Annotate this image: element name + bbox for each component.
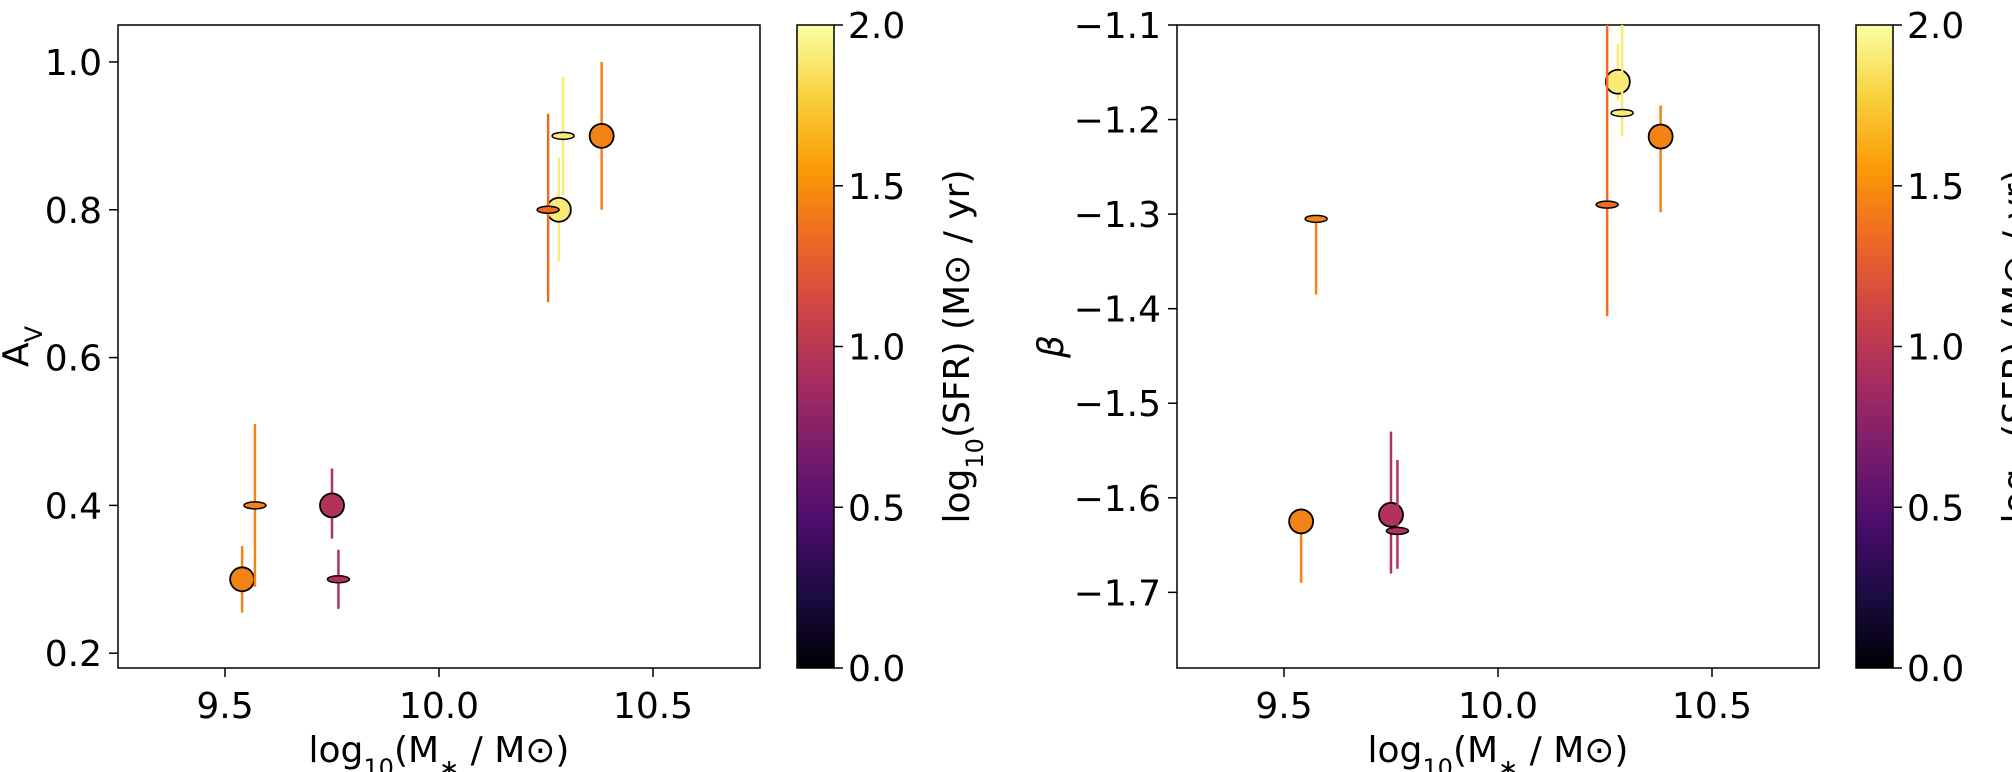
left-axes-frame [117, 24, 761, 669]
left-point-7 [551, 131, 575, 141]
left-ytick-label: 1.0 [45, 43, 102, 84]
left-colorbar: 0.0 0.5 1.0 1.5 2.0 log10(SFR) (M⊙ / yr) [796, 6, 989, 690]
right-colorbar-tick-label: 1.5 [1907, 167, 1964, 208]
right-ytick-label: −1.5 [1074, 384, 1161, 425]
left-point-3 [588, 122, 615, 149]
right-point-4 [1304, 214, 1328, 224]
left-colorbar-tick-label: 2.0 [848, 6, 905, 47]
left-xtick-label: 9.5 [196, 686, 253, 727]
left-colorbar-tick-label: 0.0 [848, 649, 905, 690]
left-ytick-label: 0.2 [45, 634, 102, 675]
right-ytick-label: −1.3 [1074, 195, 1161, 236]
left-xtick-label: 10.0 [399, 686, 479, 727]
left-point-6 [536, 205, 560, 215]
right-panel: 9.5 10.0 10.5 −1.1 −1.2 −1.3 −1.4 −1.5 −1.6 −1.7 l… [1031, 6, 1820, 772]
right-point-6 [1595, 200, 1619, 209]
right-point-7 [1610, 108, 1634, 118]
left-ytick-label: 0.6 [45, 339, 102, 380]
right-xtick-label: 10.0 [1458, 686, 1538, 727]
left-ytick-label: 0.8 [45, 191, 102, 232]
left-panel: 9.5 10.0 10.5 0.2 0.4 0.6 0.8 1.0 log10(M∗ / M⊙)… [0, 24, 761, 772]
right-ytick-label: −1.1 [1074, 6, 1161, 47]
right-colorbar-label: log10(SFR) (M⊙ / yr) [1996, 170, 2012, 524]
left-ylabel: AV [0, 325, 48, 367]
left-ytick-label: 0.4 [45, 486, 102, 527]
left-xtick-label: 10.5 [613, 686, 693, 727]
right-axes-frame [1176, 24, 1820, 669]
right-ytick-label: −1.7 [1074, 573, 1161, 614]
right-data [1288, 25, 1674, 583]
right-colorbar-tick-label: 0.0 [1907, 649, 1964, 690]
right-point-3 [1647, 123, 1674, 150]
right-point-5 [1385, 526, 1410, 536]
right-colorbar-tick-label: 0.5 [1907, 488, 1964, 529]
right-ytick-label: −1.2 [1074, 101, 1161, 142]
right-ytick-label: −1.6 [1074, 479, 1161, 520]
left-colorbar-bar [796, 24, 835, 669]
right-colorbar-bar [1855, 24, 1894, 669]
left-point-4 [243, 501, 267, 510]
right-point-2 [1604, 68, 1631, 95]
right-colorbar-tick-label: 1.0 [1907, 328, 1964, 369]
right-ytick-label: −1.4 [1074, 290, 1161, 331]
left-point-0 [229, 566, 256, 593]
right-xlabel: log10(M∗ / M⊙) [1368, 730, 1629, 772]
left-colorbar-tick-label: 0.5 [848, 488, 905, 529]
left-point-5 [326, 575, 351, 584]
right-xtick-label: 10.5 [1672, 686, 1752, 727]
right-ylabel: β [1031, 335, 1072, 359]
right-xtick-label: 9.5 [1255, 686, 1312, 727]
left-colorbar-tick-label: 1.5 [848, 167, 905, 208]
left-point-1 [319, 492, 345, 519]
right-point-0 [1288, 508, 1315, 535]
left-data [229, 61, 615, 613]
left-colorbar-label: log10(SFR) (M⊙ / yr) [937, 170, 989, 524]
right-colorbar-tick-label: 2.0 [1907, 6, 1964, 47]
left-xlabel: log10(M∗ / M⊙) [309, 730, 570, 772]
left-colorbar-tick-label: 1.0 [848, 328, 905, 369]
right-point-1 [1378, 501, 1404, 528]
right-colorbar: 0.0 0.5 1.0 1.5 2.0 log10(SFR) (M⊙ / yr) [1855, 6, 2012, 690]
